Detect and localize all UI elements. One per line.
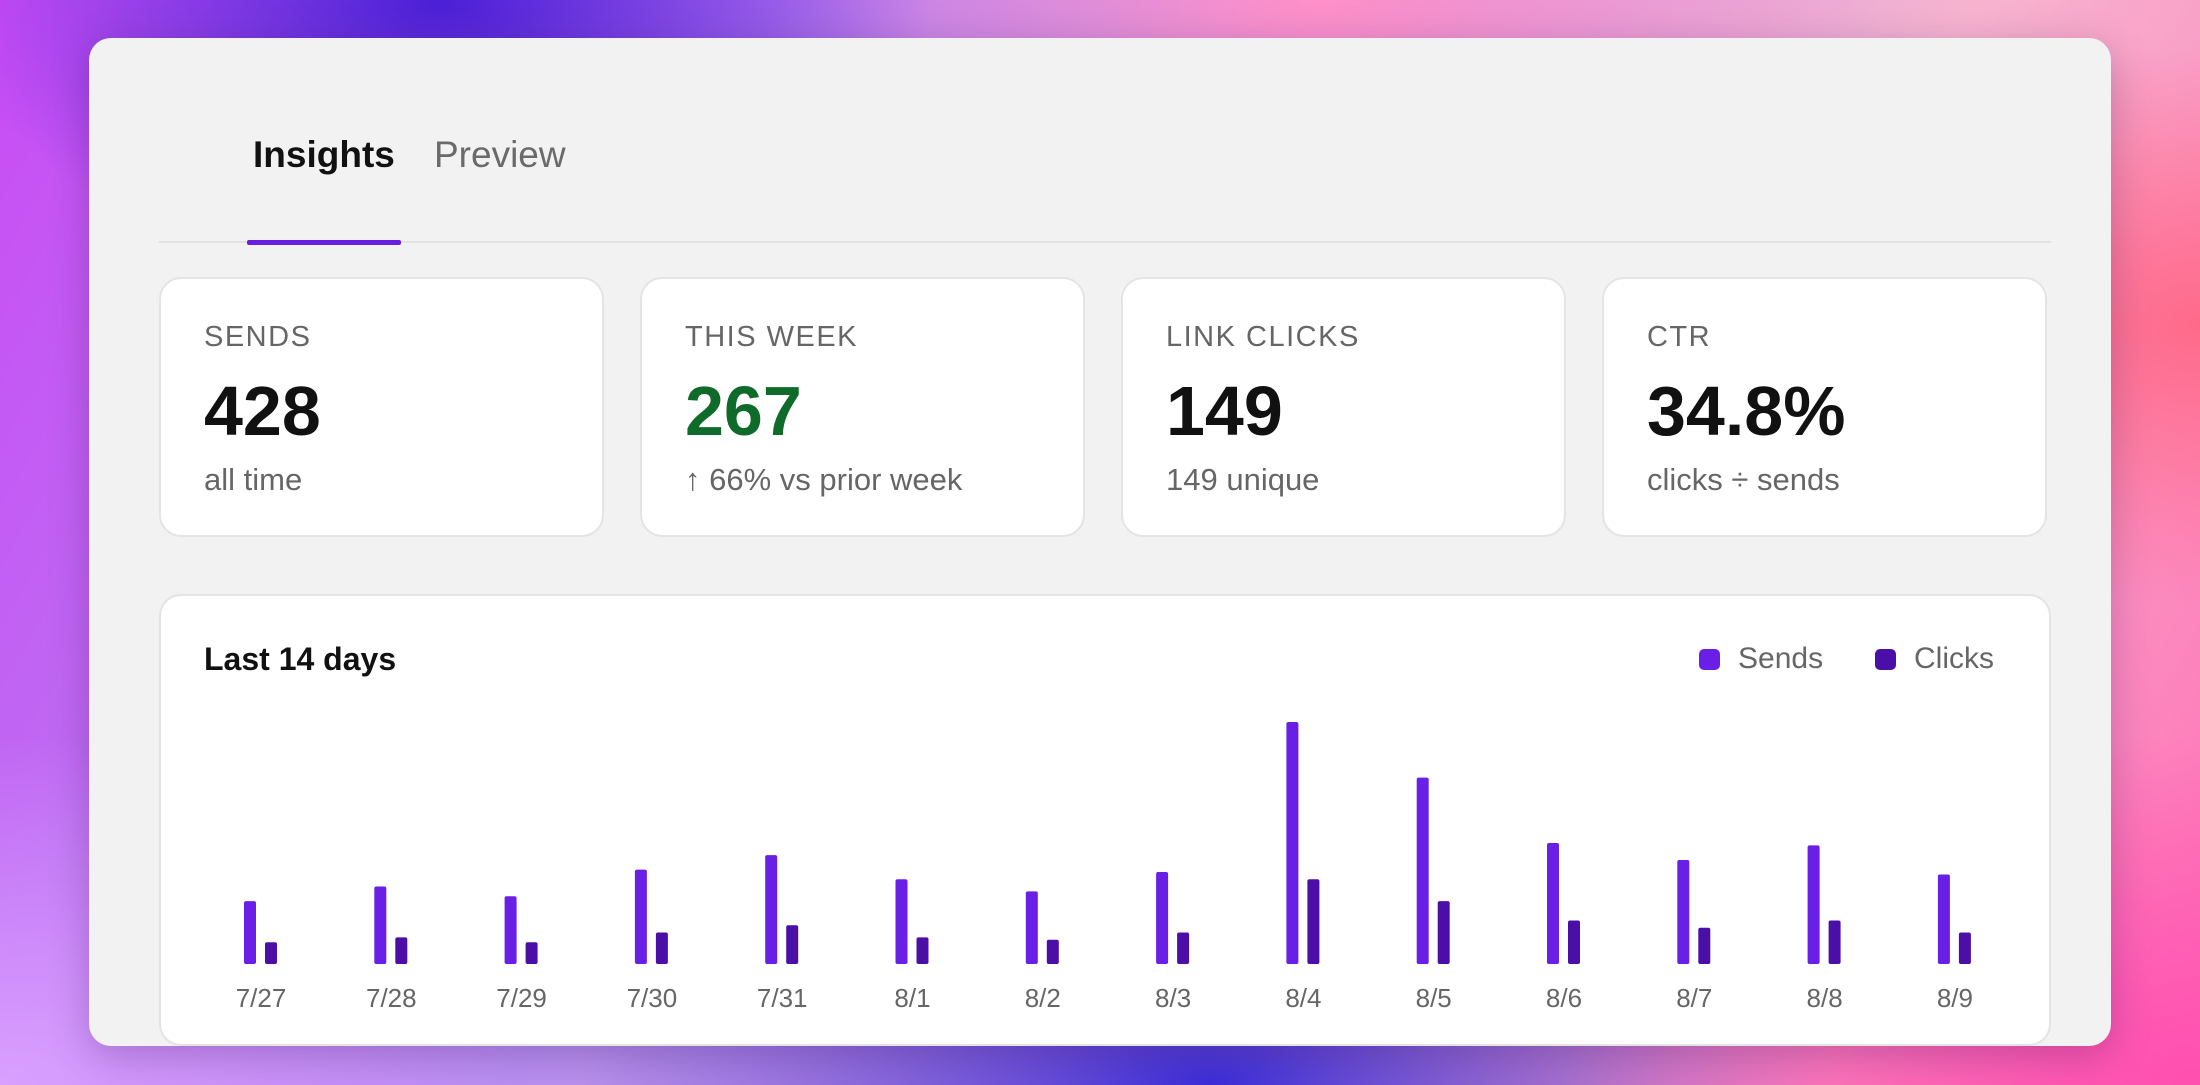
x-tick-label: 7/30 — [627, 983, 678, 1013]
x-tick-label: 8/3 — [1155, 983, 1191, 1013]
clicks-bar-8-7 — [1698, 927, 1711, 964]
x-tick-label: 8/4 — [1285, 983, 1321, 1013]
clicks-bar-7-30 — [655, 932, 668, 964]
sends-bar-8-9 — [1937, 874, 1950, 964]
x-tick-label: 8/9 — [1937, 983, 1973, 1013]
clicks-bar-8-9 — [1958, 932, 1971, 964]
card-label: LINK CLICKS — [1166, 321, 1360, 353]
x-tick-label: 7/29 — [496, 983, 547, 1013]
legend-swatch-clicks — [1875, 649, 1896, 670]
legend-label-sends: Sends — [1738, 642, 1824, 675]
clicks-bar-7-28 — [395, 937, 408, 964]
chart-title: Last 14 days — [204, 641, 397, 677]
sends-bar-8-7 — [1677, 859, 1690, 964]
insights-window: Insights Preview SENDS 428 all time THIS… — [89, 38, 2111, 1046]
clicks-bar-8-4 — [1307, 879, 1320, 964]
clicks-bar-8-1 — [916, 937, 929, 964]
sends-bar-8-4 — [1286, 722, 1299, 964]
card-subtext: ↑ 66% vs prior week — [685, 462, 963, 497]
link-clicks-card: LINK CLICKS 149 149 unique — [1121, 277, 1566, 537]
x-tick-label: 8/1 — [894, 983, 930, 1013]
card-label: CTR — [1647, 321, 1712, 353]
clicks-bar-7-31 — [786, 925, 799, 964]
bar-chart: 7/27 7/28 7/29 7/30 7/31 8/1 8/2 8/3 8/4 8/5 8/6 8/… — [236, 722, 1973, 1013]
x-tick-label: 7/28 — [366, 983, 417, 1013]
x-tick-label: 8/5 — [1416, 983, 1452, 1013]
card-value: 428 — [204, 372, 321, 450]
card-subtext: clicks ÷ sends — [1647, 462, 1840, 497]
tab-bar: Insights Preview — [159, 120, 2051, 245]
sends-bar-7-28 — [374, 886, 387, 964]
card-subtext: 149 unique — [1166, 462, 1320, 497]
chart-card: Last 14 days Sends Clicks 7/27 7/28 7/29 7/… — [159, 594, 2051, 1046]
tab-insights[interactable]: Insights — [247, 120, 401, 245]
card-value: 149 — [1166, 372, 1283, 450]
x-tick-label: 7/27 — [236, 983, 287, 1013]
x-tick-label: 7/31 — [757, 983, 808, 1013]
sends-card: SENDS 428 all time — [159, 277, 604, 537]
clicks-bar-7-27 — [265, 942, 277, 964]
card-label: SENDS — [204, 321, 312, 353]
card-value: 34.8% — [1647, 372, 1846, 450]
legend-item-sends: Sends — [1699, 642, 1823, 676]
sends-bar-7-27 — [244, 901, 256, 964]
x-tick-label: 8/8 — [1807, 983, 1843, 1013]
x-tick-label: 8/7 — [1676, 983, 1712, 1013]
ctr-card: CTR 34.8% clicks ÷ sends — [1602, 277, 2047, 537]
sends-bar-7-30 — [634, 869, 647, 964]
this-week-card: THIS WEEK 267 ↑ 66% vs prior week — [640, 277, 1085, 537]
sends-bar-8-1 — [895, 879, 908, 964]
sends-bar-8-8 — [1807, 845, 1820, 964]
clicks-bar-8-8 — [1828, 920, 1841, 964]
sends-bar-8-3 — [1156, 872, 1169, 964]
clicks-bar-8-3 — [1177, 932, 1190, 964]
sends-bar-7-31 — [765, 855, 778, 964]
clicks-bar-8-2 — [1046, 939, 1059, 964]
legend-label-clicks: Clicks — [1914, 642, 1994, 675]
clicks-bar-8-6 — [1568, 920, 1580, 964]
card-value: 267 — [685, 372, 802, 450]
card-subtext: all time — [204, 462, 303, 497]
tab-preview[interactable]: Preview — [434, 134, 566, 175]
sends-bar-8-2 — [1025, 891, 1038, 964]
card-label: THIS WEEK — [685, 321, 859, 353]
clicks-bar-7-29 — [525, 942, 538, 964]
x-tick-label: 8/6 — [1546, 983, 1582, 1013]
legend-item-clicks: Clicks — [1875, 642, 1994, 676]
x-tick-label: 8/2 — [1025, 983, 1061, 1013]
sends-bar-8-5 — [1416, 777, 1429, 964]
legend-swatch-sends — [1699, 649, 1720, 670]
sends-bar-7-29 — [504, 896, 517, 964]
clicks-bar-8-5 — [1437, 901, 1450, 964]
sends-bar-8-6 — [1547, 843, 1559, 964]
